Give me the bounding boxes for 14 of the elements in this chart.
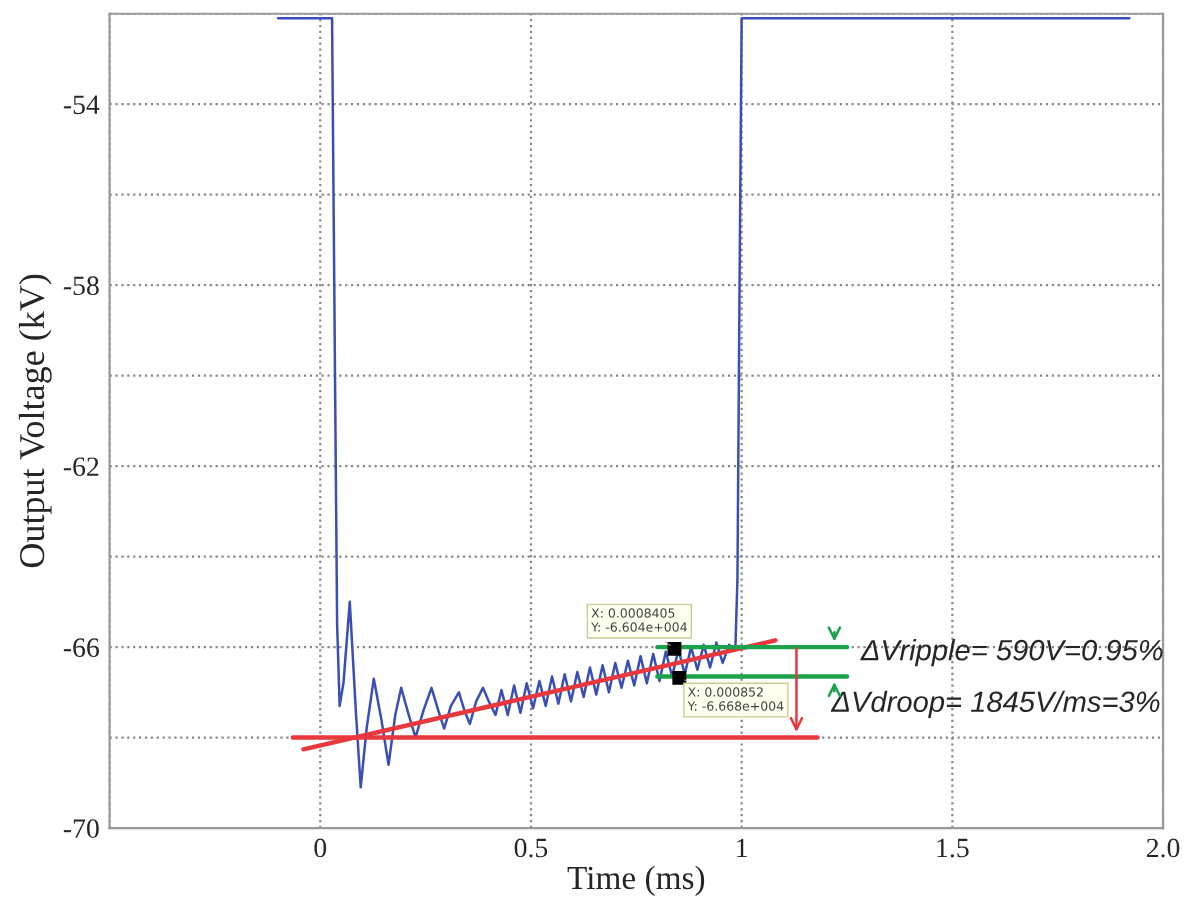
annotation: ΔVripple= 590V=0.95%: [860, 639, 1163, 667]
x-tick-label: 2.0: [1146, 838, 1180, 858]
y-tick-label: -58: [63, 276, 99, 296]
y-tick-label: -70: [63, 819, 99, 838]
x-tick-label: 1.5: [937, 838, 969, 858]
y-axis-title: Output Voltage (kV): [18, 274, 52, 568]
annotation: ΔVdroop= 1845V/ms=3%: [830, 690, 1160, 718]
y-tick-label: -54: [63, 95, 100, 115]
x-axis-title: Time (ms): [567, 865, 705, 896]
x-tick-label: 0.5: [514, 838, 548, 858]
y-tick-label: -66: [63, 638, 100, 658]
y-tick-label: -62: [63, 457, 99, 477]
x-tick-label: 1: [737, 838, 747, 858]
x-tick-label: 0: [314, 838, 327, 858]
